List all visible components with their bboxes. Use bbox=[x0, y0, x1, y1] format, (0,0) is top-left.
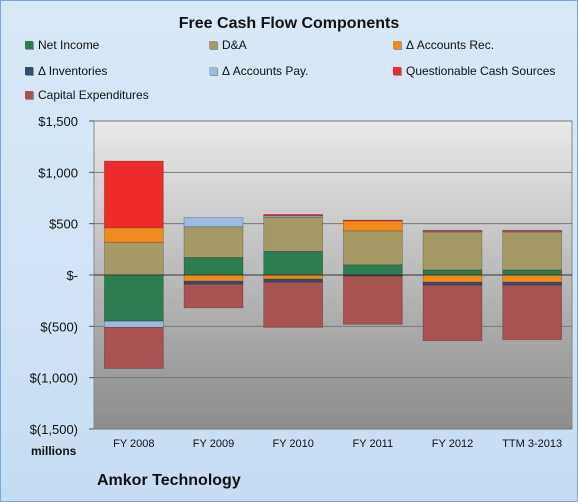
company-name: Amkor Technology bbox=[97, 472, 241, 489]
bar-segment bbox=[183, 257, 244, 276]
bar-segment bbox=[502, 281, 563, 286]
bar-segment bbox=[422, 231, 483, 271]
bar-segment bbox=[103, 241, 164, 276]
y-tick-label: $(500) bbox=[40, 319, 78, 334]
bar-segment bbox=[342, 220, 403, 232]
bar-segment bbox=[342, 264, 403, 276]
bar-segment bbox=[103, 320, 164, 328]
legend-item-1: D&A bbox=[209, 38, 247, 52]
bar-segment bbox=[422, 229, 483, 232]
legend-item-4: Δ Accounts Pay. bbox=[209, 64, 309, 78]
bar-segment bbox=[183, 217, 244, 228]
legend-item-2: Δ Accounts Rec. bbox=[393, 38, 494, 52]
bar-segment bbox=[263, 250, 324, 276]
bar-segment bbox=[342, 275, 403, 325]
bar-segment bbox=[103, 274, 164, 322]
bar-segment bbox=[263, 214, 324, 217]
legend-item-6: Capital Expenditures bbox=[25, 88, 149, 102]
bar-segment bbox=[502, 274, 563, 283]
bar-segment bbox=[183, 280, 244, 285]
legend-item-5: Questionable Cash Sources bbox=[393, 64, 555, 78]
bar-segment bbox=[103, 227, 164, 243]
legend-swatch bbox=[209, 41, 217, 49]
legend-label: Net Income bbox=[38, 38, 100, 52]
legend-label: Δ Accounts Rec. bbox=[406, 38, 495, 52]
bar-segment bbox=[502, 269, 563, 276]
y-tick-label: $(1,000) bbox=[30, 371, 78, 386]
y-tick-label: $500 bbox=[49, 217, 78, 232]
y-tick-label: $1,500 bbox=[38, 114, 78, 129]
y-tick-label: $(1,500) bbox=[30, 422, 78, 437]
bar-segment bbox=[183, 274, 244, 282]
bar-segment bbox=[422, 274, 483, 283]
bar-segment bbox=[263, 217, 324, 252]
bar-segment bbox=[263, 278, 324, 283]
x-tick-label: FY 2012 bbox=[432, 438, 473, 450]
legend-swatch bbox=[393, 41, 401, 49]
legend-item-3: Δ Inventories bbox=[25, 64, 107, 78]
bar-segment bbox=[502, 231, 563, 271]
legend-label: Δ Accounts Pay. bbox=[222, 64, 309, 78]
legend-label: Δ Inventories bbox=[38, 64, 108, 78]
y-tick-label: $1,000 bbox=[38, 165, 78, 180]
legend-label: Capital Expenditures bbox=[38, 88, 149, 102]
bar-segment bbox=[342, 219, 403, 222]
legend-swatch bbox=[393, 67, 401, 75]
bar-segment bbox=[422, 269, 483, 276]
bar-segment bbox=[263, 274, 324, 280]
bar-segment bbox=[183, 226, 244, 258]
bar-segment bbox=[342, 230, 403, 266]
legend-swatch bbox=[209, 67, 217, 75]
x-tick-label: FY 2008 bbox=[113, 438, 154, 450]
bar-segment bbox=[103, 326, 164, 369]
legend-label: Questionable Cash Sources bbox=[406, 64, 556, 78]
legend-swatch bbox=[25, 41, 33, 49]
chart-title: Free Cash Flow Components bbox=[178, 15, 400, 32]
x-tick-label: FY 2009 bbox=[193, 438, 234, 450]
bar-segment bbox=[422, 281, 483, 286]
legend-item-0: Net Income bbox=[25, 38, 99, 52]
legend-swatch bbox=[25, 91, 33, 99]
x-tick-label: FY 2010 bbox=[272, 438, 313, 450]
units-label: millions bbox=[31, 444, 77, 458]
x-tick-label: FY 2011 bbox=[353, 438, 394, 450]
bar-segment bbox=[502, 284, 563, 341]
bar-segment bbox=[103, 160, 164, 229]
y-tick-label: $- bbox=[66, 268, 78, 283]
legend-swatch bbox=[25, 67, 33, 75]
bar-segment bbox=[422, 284, 483, 342]
x-tick-label: TTM 3-2013 bbox=[502, 438, 562, 450]
bar-segment bbox=[263, 281, 324, 328]
bar-segment bbox=[183, 283, 244, 309]
bar-segment bbox=[502, 229, 563, 232]
legend-label: D&A bbox=[222, 38, 247, 52]
